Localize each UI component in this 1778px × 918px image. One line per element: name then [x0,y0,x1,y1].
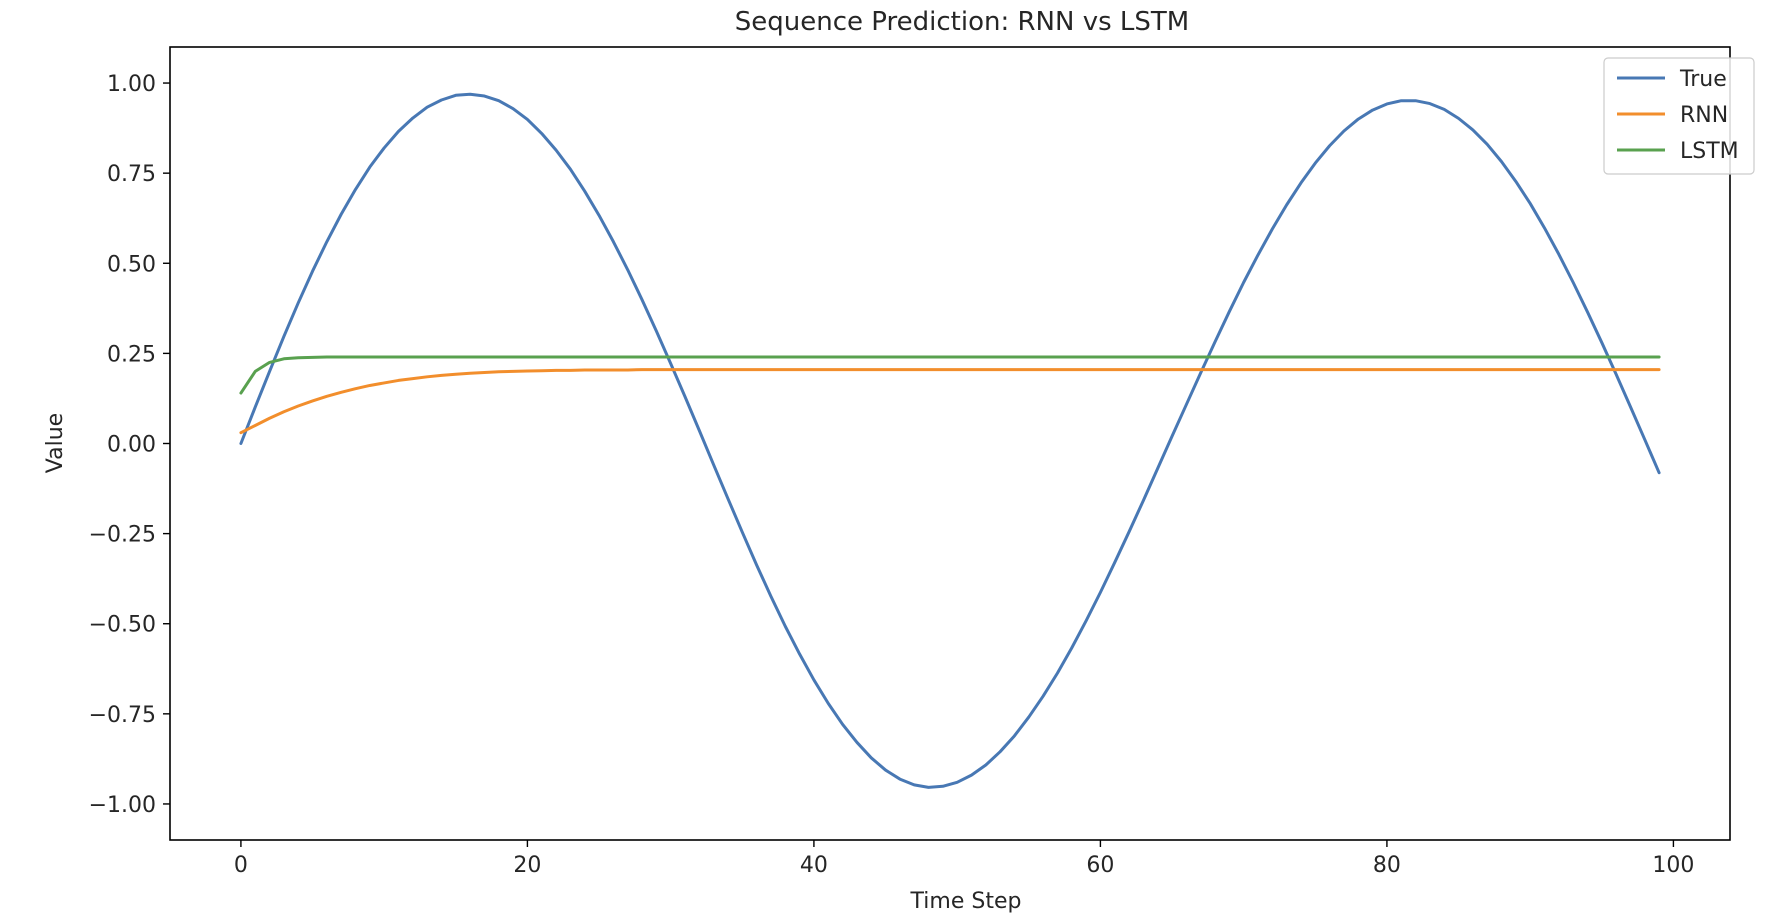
y-tick-label: −0.50 [89,613,156,638]
series-layer [239,92,1661,789]
y-tick-label: 0.75 [107,162,156,187]
series-line-true [239,92,1661,789]
y-tick-label: 1.00 [107,72,156,97]
chart-title: Sequence Prediction: RNN vs LSTM [735,7,1189,37]
legend-label-lstm: LSTM [1680,139,1739,164]
legend-label-rnn: RNN [1680,103,1728,128]
x-axis-label: Time Step [910,889,1022,914]
y-tick-label: −1.00 [89,793,156,818]
series-line-lstm [239,355,1661,395]
y-axis: 1.00 0.75 0.50 0.25 0.00 −0.25 −0.50 −0.75 −1.00 [89,72,170,818]
y-tick-label: −0.25 [89,523,156,548]
x-tick-label: 80 [1373,853,1401,878]
x-tick-label: 60 [1086,853,1114,878]
y-axis-label: Value [43,413,68,473]
x-axis: 0 20 40 60 80 100 [234,840,1694,878]
plot-area-frame [169,46,1731,841]
x-tick-label: 40 [800,853,828,878]
x-tick-label: 20 [513,853,541,878]
y-tick-label: −0.75 [89,703,156,728]
y-tick-label: 0.00 [107,433,156,458]
x-tick-label: 0 [234,853,248,878]
legend-label-true: True [1679,67,1727,92]
y-tick-label: 0.50 [107,252,156,277]
legend: True RNN LSTM [1603,57,1755,175]
x-tick-label: 100 [1652,853,1694,878]
series-line-rnn [239,368,1661,435]
legend-box [1603,57,1755,175]
y-tick-label: 0.25 [107,342,156,367]
